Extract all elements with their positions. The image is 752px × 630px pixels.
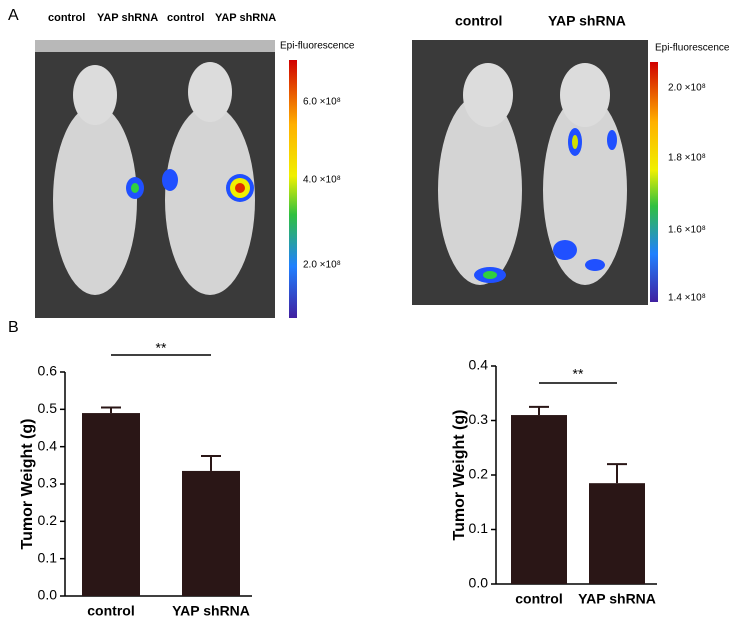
- image-label: YAP shRNA: [97, 12, 158, 24]
- signal: [572, 135, 578, 149]
- image-label: YAP shRNA: [215, 12, 276, 24]
- image-label: control: [167, 12, 204, 24]
- colorbar: [650, 62, 658, 302]
- mouse: [53, 105, 137, 295]
- colorbar-label: 1.4 ×10⁸: [668, 293, 706, 304]
- colorbar-title: Epi-fluorescence: [655, 43, 730, 54]
- x-tick-label: control: [515, 591, 562, 607]
- colorbar-label: 6.0 ×10⁸: [303, 97, 341, 108]
- x-tick-label: YAP shRNA: [172, 603, 250, 619]
- mouse: [543, 95, 627, 285]
- bar: [511, 415, 567, 584]
- signal: [162, 169, 178, 191]
- mouse: [438, 95, 522, 285]
- y-tick-label: 0.5: [38, 400, 58, 416]
- signal: [235, 183, 245, 193]
- signal: [131, 183, 139, 193]
- mouse: [165, 105, 255, 295]
- panel-label: B: [8, 319, 19, 336]
- y-tick-label: 0.0: [469, 575, 489, 591]
- x-tick-label: YAP shRNA: [578, 591, 656, 607]
- panel-label: A: [8, 7, 19, 24]
- annotation: **: [156, 340, 167, 356]
- y-tick-label: 0.0: [38, 587, 58, 603]
- colorbar-label: 1.6 ×10⁸: [668, 225, 706, 236]
- y-tick-label: 0.2: [469, 466, 489, 482]
- bar: [589, 483, 645, 584]
- mouse: [560, 63, 610, 127]
- annotation: **: [573, 366, 584, 382]
- x-tick-label: control: [87, 603, 134, 619]
- y-tick-label: 0.3: [38, 475, 58, 491]
- y-tick-label: 0.4: [38, 437, 58, 453]
- signal: [585, 259, 605, 271]
- mouse: [73, 65, 117, 125]
- y-axis-title: Tumor Weight (g): [451, 410, 468, 541]
- y-tick-label: 0.3: [469, 411, 489, 427]
- image-label: control: [48, 12, 85, 24]
- mouse: [463, 63, 513, 127]
- signal: [553, 240, 577, 260]
- colorbar-label: 4.0 ×10⁸: [303, 175, 341, 186]
- image-label: YAP shRNA: [548, 13, 626, 29]
- signal: [607, 130, 617, 150]
- y-axis-title: Tumor Weight (g): [19, 419, 36, 550]
- y-tick-label: 0.2: [38, 512, 58, 528]
- colorbar-label: 2.0 ×10⁸: [303, 260, 341, 271]
- imaging-bg: [35, 40, 275, 52]
- bar: [182, 470, 240, 596]
- y-tick-label: 0.4: [469, 357, 489, 373]
- image-label: control: [455, 13, 502, 29]
- colorbar-label: 2.0 ×10⁸: [668, 83, 706, 94]
- colorbar-title: Epi-fluorescence: [280, 41, 355, 52]
- colorbar: [289, 60, 297, 318]
- signal: [483, 271, 497, 279]
- y-tick-label: 0.1: [38, 549, 58, 565]
- mouse: [188, 62, 232, 122]
- y-tick-label: 0.1: [469, 520, 489, 536]
- colorbar-label: 1.8 ×10⁸: [668, 153, 706, 164]
- bar: [82, 413, 140, 596]
- y-tick-label: 0.6: [38, 363, 58, 379]
